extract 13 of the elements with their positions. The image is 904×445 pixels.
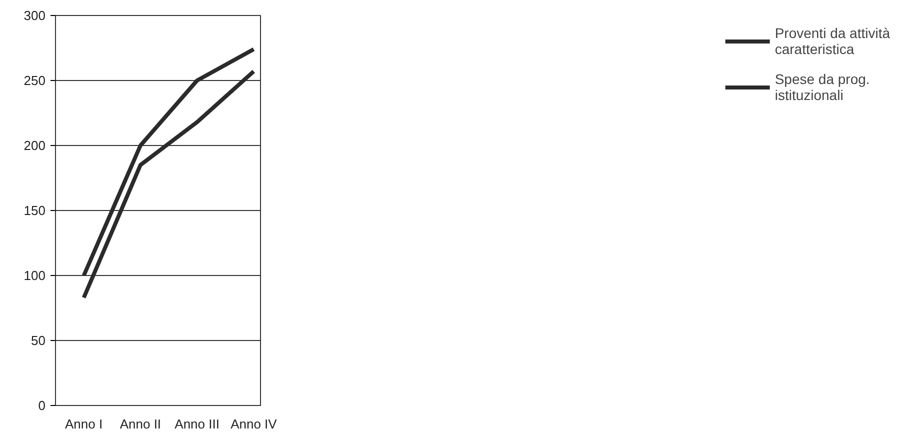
x-tick-label: Anno I xyxy=(65,416,103,432)
y-tick-label: 150 xyxy=(24,203,46,218)
y-tick-label: 0 xyxy=(38,398,46,413)
x-tick-label: Anno II xyxy=(120,416,162,432)
y-tick-label: 100 xyxy=(24,268,46,283)
x-tick-label: Anno IV xyxy=(230,416,278,432)
y-tick-label: 200 xyxy=(24,138,46,153)
x-tick-label: Anno III xyxy=(174,416,220,432)
y-tick-label: 50 xyxy=(31,333,46,348)
y-tick-label: 250 xyxy=(24,73,46,88)
legend-label: Spese da prog. istituzionali xyxy=(774,71,870,103)
y-tick-label: 300 xyxy=(24,8,46,23)
legend-label: Proventi da attività caratteristica xyxy=(774,25,890,57)
